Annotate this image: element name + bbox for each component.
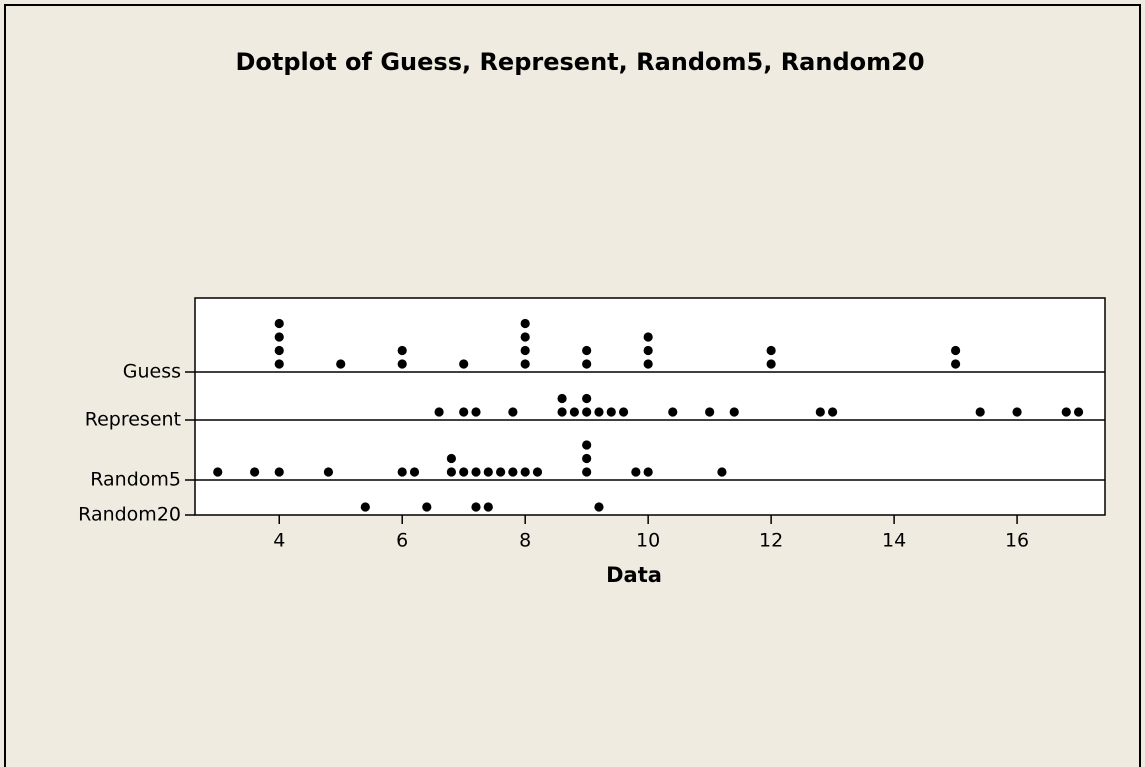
y-tick-label: Random20 [78, 504, 181, 526]
dot [471, 407, 481, 417]
dot [643, 359, 653, 369]
dot [569, 407, 579, 417]
dot [766, 359, 776, 369]
dot [274, 359, 284, 369]
x-tick-label: 10 [636, 530, 660, 552]
dot [459, 359, 469, 369]
dot [483, 467, 493, 477]
dot [336, 359, 346, 369]
dot [520, 359, 530, 369]
dot [582, 407, 592, 417]
x-tick-label: 14 [882, 530, 906, 552]
dot [557, 393, 567, 404]
dot [815, 407, 825, 417]
dot [950, 345, 961, 356]
dot [975, 407, 985, 417]
y-tick-label: Random5 [90, 469, 181, 491]
dot [520, 345, 530, 356]
dot [483, 502, 493, 512]
dot [520, 467, 530, 477]
dot [729, 407, 739, 417]
dot [1073, 407, 1084, 417]
dot [618, 407, 629, 417]
dot [323, 467, 334, 477]
dot [594, 407, 604, 417]
dot [213, 467, 223, 477]
dot [274, 345, 284, 356]
x-tick-label: 4 [273, 530, 285, 552]
dot [495, 467, 506, 477]
dot [582, 440, 592, 450]
dot [766, 345, 776, 356]
x-tick-label: 6 [396, 530, 408, 552]
dot [459, 467, 469, 477]
dot [520, 332, 530, 342]
chart-title: Dotplot of Guess, Represent, Random5, Ra… [235, 48, 924, 76]
dot [631, 467, 641, 477]
dot [409, 467, 420, 477]
dot [582, 345, 592, 356]
y-tick-label: Represent [85, 409, 181, 431]
dot [508, 407, 518, 417]
dot [446, 467, 456, 477]
y-tick-label: Guess [123, 361, 181, 383]
dot [397, 345, 407, 356]
dot [397, 359, 407, 369]
dot [397, 467, 407, 477]
dot [643, 332, 653, 342]
dot [422, 502, 432, 512]
dot [471, 502, 481, 512]
dot [705, 407, 715, 417]
plot-area [194, 297, 1106, 516]
dot [606, 407, 616, 417]
dot [508, 467, 518, 477]
dot [557, 407, 567, 417]
dot [643, 345, 653, 356]
dot [717, 467, 727, 477]
dot [582, 359, 592, 369]
dot [1012, 407, 1022, 417]
dot [250, 467, 260, 477]
dot [434, 407, 444, 417]
dot [532, 467, 543, 477]
dot [471, 467, 481, 477]
dot [274, 318, 284, 329]
x-tick-label: 8 [519, 530, 531, 552]
dot [274, 467, 284, 477]
dot [582, 467, 592, 477]
dot [582, 393, 592, 404]
dot [520, 318, 530, 329]
dot [643, 467, 653, 477]
x-tick-label: 12 [759, 530, 783, 552]
dot [446, 453, 456, 464]
dot [360, 502, 370, 512]
dot [582, 453, 592, 464]
dot [950, 359, 961, 369]
dot [668, 407, 678, 417]
dot [274, 332, 284, 342]
x-axis-title: Data [606, 563, 662, 587]
dot [594, 502, 604, 512]
dot [1061, 407, 1071, 417]
frame [4, 4, 1141, 767]
dot [459, 407, 469, 417]
dot [828, 407, 838, 417]
x-tick-label: 16 [1005, 530, 1029, 552]
